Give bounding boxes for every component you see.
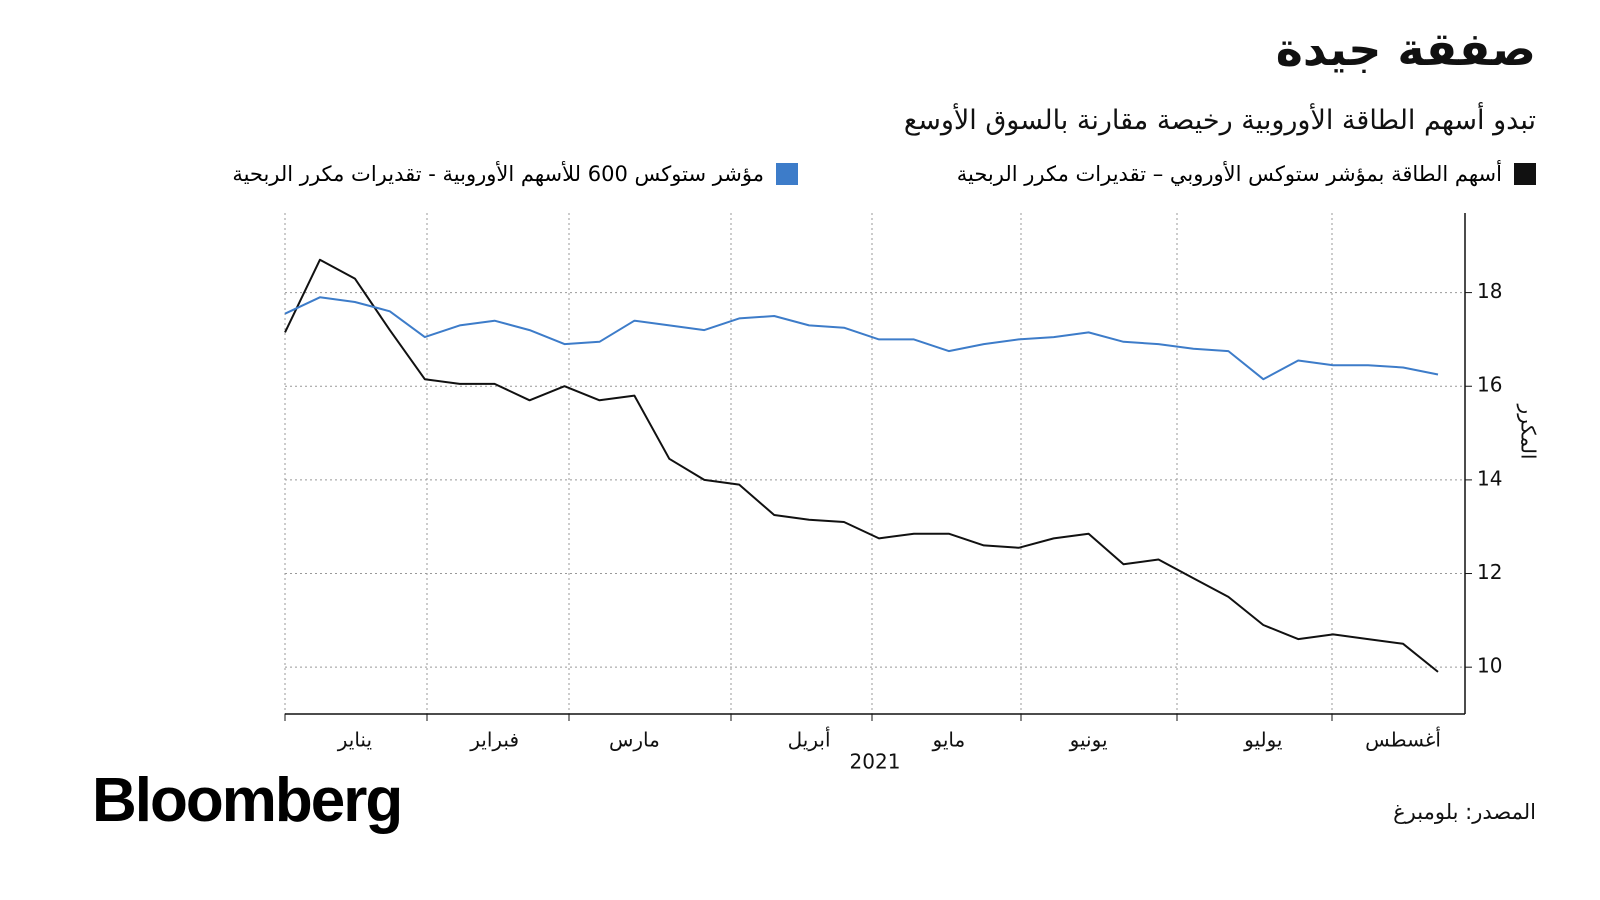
y-tick-label: 10 [1477, 654, 1502, 678]
x-tick-label: أبريل [788, 727, 831, 752]
chart-title: صفقة جيدة [1275, 22, 1536, 76]
source-note: المصدر: بلومبرغ [1393, 800, 1536, 824]
y-tick-label: 18 [1477, 279, 1502, 303]
y-axis-label: المكرر [1517, 404, 1541, 460]
month-grid [284, 213, 1333, 714]
legend-swatch [776, 163, 798, 185]
legend-item: مؤشر ستوكس 600 للأسهم الأوروبية - تقديرا… [232, 162, 798, 186]
y-tick-label: 12 [1477, 560, 1502, 584]
series-line [284, 296, 1439, 381]
y-tick-label: 14 [1477, 466, 1502, 490]
x-tick-label: يونيو [1069, 728, 1108, 752]
legend-label: مؤشر ستوكس 600 للأسهم الأوروبية - تقديرا… [232, 162, 764, 186]
logo: Bloomberg [92, 766, 403, 835]
x-axis-label: 2021 [850, 750, 901, 774]
x-tick-label: مايو [931, 728, 965, 752]
y-tick-label: 16 [1477, 373, 1502, 397]
chart-subtitle: تبدو أسهم الطاقة الأوروبية رخيصة مقارنة … [903, 105, 1536, 136]
x-tick-label: أغسطس [1365, 727, 1441, 752]
legend-swatch [1514, 163, 1536, 185]
legend-label: أسهم الطاقة بمؤشر ستوكس الأوروبي – تقدير… [956, 162, 1502, 186]
x-tick-label: يوليو [1243, 728, 1282, 752]
x-tick-label: مارس [609, 728, 660, 752]
x-tick-label: فبراير [469, 728, 519, 752]
x-tick-label: يناير [337, 728, 372, 752]
series-line [284, 258, 1439, 673]
legend-item: أسهم الطاقة بمؤشر ستوكس الأوروبي – تقدير… [957, 162, 1536, 186]
month-ticks [284, 714, 1333, 721]
